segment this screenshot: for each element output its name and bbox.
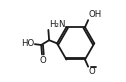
Text: HO: HO: [21, 39, 35, 48]
Text: H₂N: H₂N: [50, 20, 66, 29]
Text: O: O: [88, 67, 95, 76]
Text: O: O: [40, 56, 46, 65]
Text: OH: OH: [89, 10, 102, 20]
